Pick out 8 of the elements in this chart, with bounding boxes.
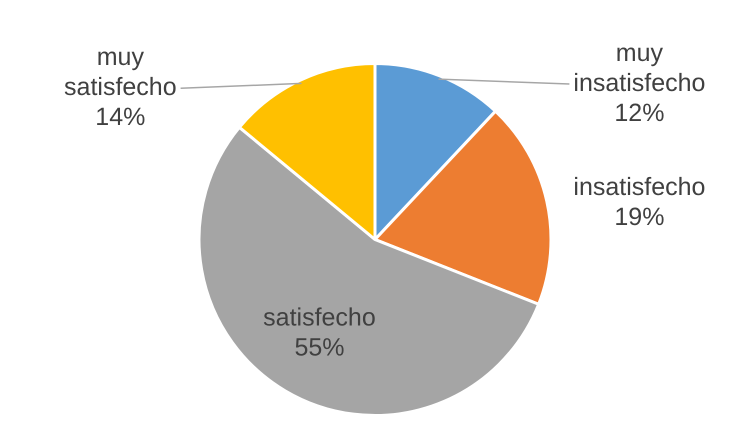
data-label: 14% bbox=[95, 103, 146, 132]
data-label: 12% bbox=[614, 98, 664, 127]
slice-label: muy satisfecho bbox=[64, 43, 177, 102]
slice-label: satisfecho bbox=[263, 303, 376, 332]
data-label: 19% bbox=[614, 202, 664, 231]
slice-label: muy insatisfecho bbox=[573, 38, 706, 97]
slice-label: insatisfecho bbox=[573, 172, 706, 201]
data-label: 55% bbox=[294, 333, 344, 362]
